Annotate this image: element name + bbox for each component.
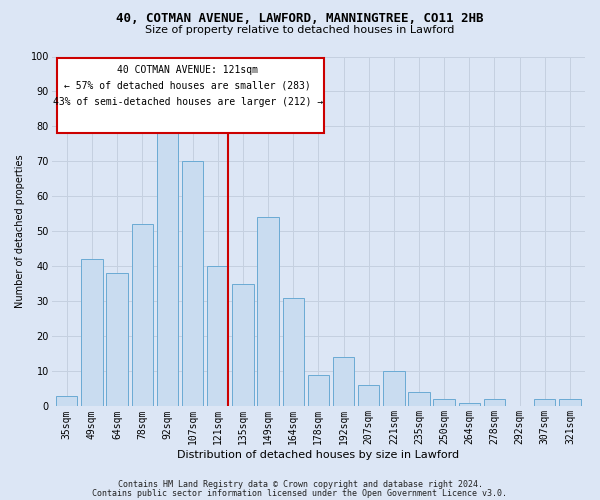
Bar [333, 358, 354, 406]
Bar [484, 400, 505, 406]
Text: Contains public sector information licensed under the Open Government Licence v3: Contains public sector information licen… [92, 489, 508, 498]
Bar [131, 224, 153, 406]
Bar [559, 400, 581, 406]
Bar [257, 218, 279, 406]
Text: 40, COTMAN AVENUE, LAWFORD, MANNINGTREE, CO11 2HB: 40, COTMAN AVENUE, LAWFORD, MANNINGTREE,… [116, 12, 484, 26]
Bar [56, 396, 77, 406]
Bar [308, 375, 329, 406]
Bar [81, 260, 103, 406]
Bar [283, 298, 304, 406]
Y-axis label: Number of detached properties: Number of detached properties [15, 154, 25, 308]
Bar [106, 274, 128, 406]
Bar [433, 400, 455, 406]
Bar [157, 126, 178, 406]
Text: 40 COTMAN AVENUE: 121sqm: 40 COTMAN AVENUE: 121sqm [117, 65, 258, 75]
Text: ← 57% of detached houses are smaller (283): ← 57% of detached houses are smaller (28… [64, 81, 311, 91]
FancyBboxPatch shape [57, 58, 323, 134]
Bar [232, 284, 254, 406]
X-axis label: Distribution of detached houses by size in Lawford: Distribution of detached houses by size … [177, 450, 460, 460]
Bar [458, 403, 480, 406]
Bar [408, 392, 430, 406]
Bar [383, 372, 404, 406]
Bar [207, 266, 229, 406]
Text: 43% of semi-detached houses are larger (212) →: 43% of semi-detached houses are larger (… [53, 96, 323, 106]
Bar [182, 162, 203, 406]
Bar [358, 386, 379, 406]
Text: Contains HM Land Registry data © Crown copyright and database right 2024.: Contains HM Land Registry data © Crown c… [118, 480, 482, 489]
Text: Size of property relative to detached houses in Lawford: Size of property relative to detached ho… [145, 25, 455, 35]
Bar [534, 400, 556, 406]
